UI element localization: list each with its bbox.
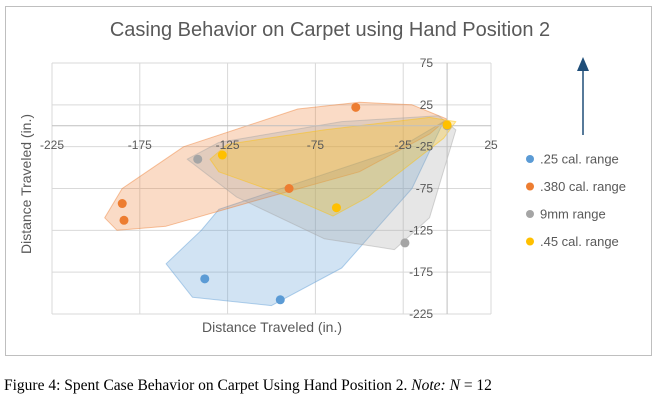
legend-marker-1 — [526, 182, 534, 191]
y-tick-label-0: 75 — [420, 56, 434, 70]
figure-caption: Figure 4: Spent Case Behavior on Carpet … — [4, 377, 654, 395]
legend-label-3: .45 cal. range — [540, 234, 619, 249]
range-region-2 — [186, 115, 457, 251]
data-point-3-0 — [217, 150, 227, 160]
y-axis-label: Distance Traveled (in.) — [18, 114, 34, 254]
legend-label-0: .25 cal. range — [540, 152, 619, 167]
data-point-3-2 — [442, 120, 452, 130]
data-point-2-0 — [193, 154, 203, 164]
x-tick-label-4: -25 — [395, 138, 413, 152]
caption-prefix: Figure 4: Spent Case Behavior on Carpet … — [4, 377, 412, 394]
data-point-3-1 — [331, 203, 341, 213]
data-point-1-0 — [117, 199, 127, 209]
data-point-0-1 — [275, 295, 285, 305]
data-point-0-0 — [200, 274, 210, 284]
legend-marker-0 — [526, 155, 534, 163]
chart-title: Casing Behavior on Carpet using Hand Pos… — [110, 19, 550, 41]
x-axis-label: Distance Traveled (in.) — [202, 319, 342, 335]
y-tick-label-1: 25 — [420, 98, 434, 112]
arrow-head — [577, 57, 589, 71]
data-point-1-3 — [284, 184, 294, 193]
legend-label-1: .380 cal. range — [540, 179, 626, 194]
x-tick-label-1: -175 — [128, 138, 152, 152]
caption-n-value: = 12 — [459, 377, 492, 394]
x-tick-label-3: -75 — [307, 138, 325, 152]
y-tick-label-2: -25 — [416, 140, 434, 154]
range-region-0 — [165, 121, 445, 307]
data-point-1-1 — [119, 215, 129, 225]
legend-marker-3 — [526, 237, 534, 246]
y-tick-label-3: -75 — [416, 182, 434, 196]
x-tick-label-0: -225 — [40, 138, 64, 152]
y-tick-label-6: -225 — [409, 307, 433, 321]
x-tick-label-5: 25 — [484, 138, 498, 152]
legend-marker-2 — [526, 210, 534, 218]
chart-frame — [5, 6, 652, 356]
x-tick-label-2: -125 — [216, 138, 240, 152]
caption-n-label: N — [449, 377, 460, 394]
y-tick-label-5: -175 — [409, 265, 433, 279]
data-point-1-2 — [351, 102, 361, 112]
caption-note-label: Note: — [411, 377, 446, 394]
data-point-2-1 — [400, 238, 410, 248]
y-tick-label-4: -125 — [409, 223, 433, 237]
range-region-3 — [209, 116, 457, 217]
legend-label-2: 9mm range — [540, 207, 606, 222]
